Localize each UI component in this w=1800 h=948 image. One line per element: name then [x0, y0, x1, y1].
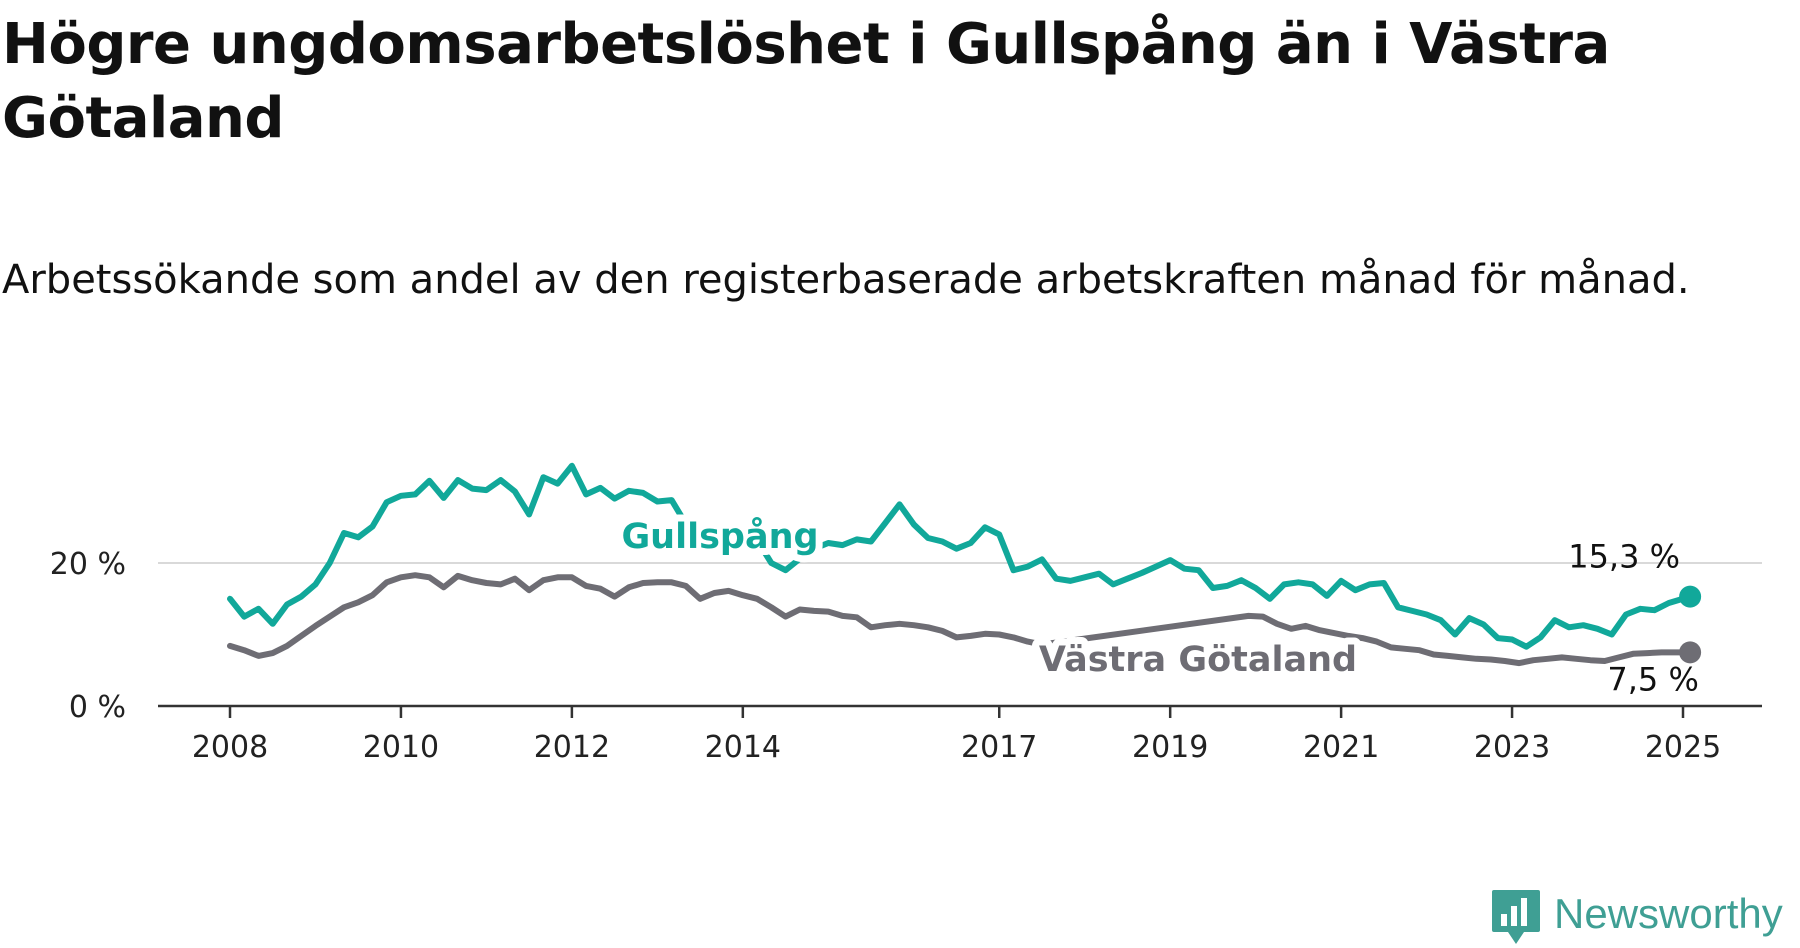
y-tick-label: 20 % — [50, 547, 126, 582]
axis-layer: 0 % 20 % 2008 2010 2012 2014 2017 2019 2021 2023 2… — [50, 547, 1762, 765]
series-line — [227, 572, 1694, 667]
x-tick-label: 2014 — [705, 730, 781, 765]
end-value-label: 15,3 % — [1568, 538, 1680, 576]
x-tick-label: 2025 — [1645, 730, 1721, 765]
x-tick-label: 2012 — [534, 730, 610, 765]
series-line — [227, 462, 1694, 650]
series-layer — [227, 462, 1694, 667]
x-tick-label: 2021 — [1303, 730, 1379, 765]
series-label: Gullspång — [621, 516, 818, 557]
brand-name: Newsworthy — [1554, 890, 1783, 937]
series-label: Västra Götaland — [1039, 640, 1357, 680]
newsworthy-logo-icon — [1492, 890, 1540, 944]
y-tick-label: 0 % — [69, 690, 126, 725]
x-tick-label: 2023 — [1474, 730, 1550, 765]
x-tick-label: 2019 — [1132, 730, 1208, 765]
x-tick-label: 2008 — [192, 730, 268, 765]
series-label-halo: Västra Götaland — [1039, 640, 1357, 680]
end-value-label: 7,5 % — [1607, 660, 1698, 698]
end-point — [1679, 641, 1702, 664]
x-tick-label: 2010 — [363, 730, 439, 765]
brand-logo: Newsworthy — [1490, 888, 1796, 946]
chart-subtitle: Arbetssökande som andel av den registerb… — [2, 257, 1690, 303]
x-tick-label: 2017 — [961, 730, 1037, 765]
chart-title: Högre ungdomsarbetslöshet i Gullspång än… — [2, 12, 1610, 151]
end-point — [1679, 585, 1702, 608]
series-label-halo: Gullspång — [621, 516, 818, 557]
